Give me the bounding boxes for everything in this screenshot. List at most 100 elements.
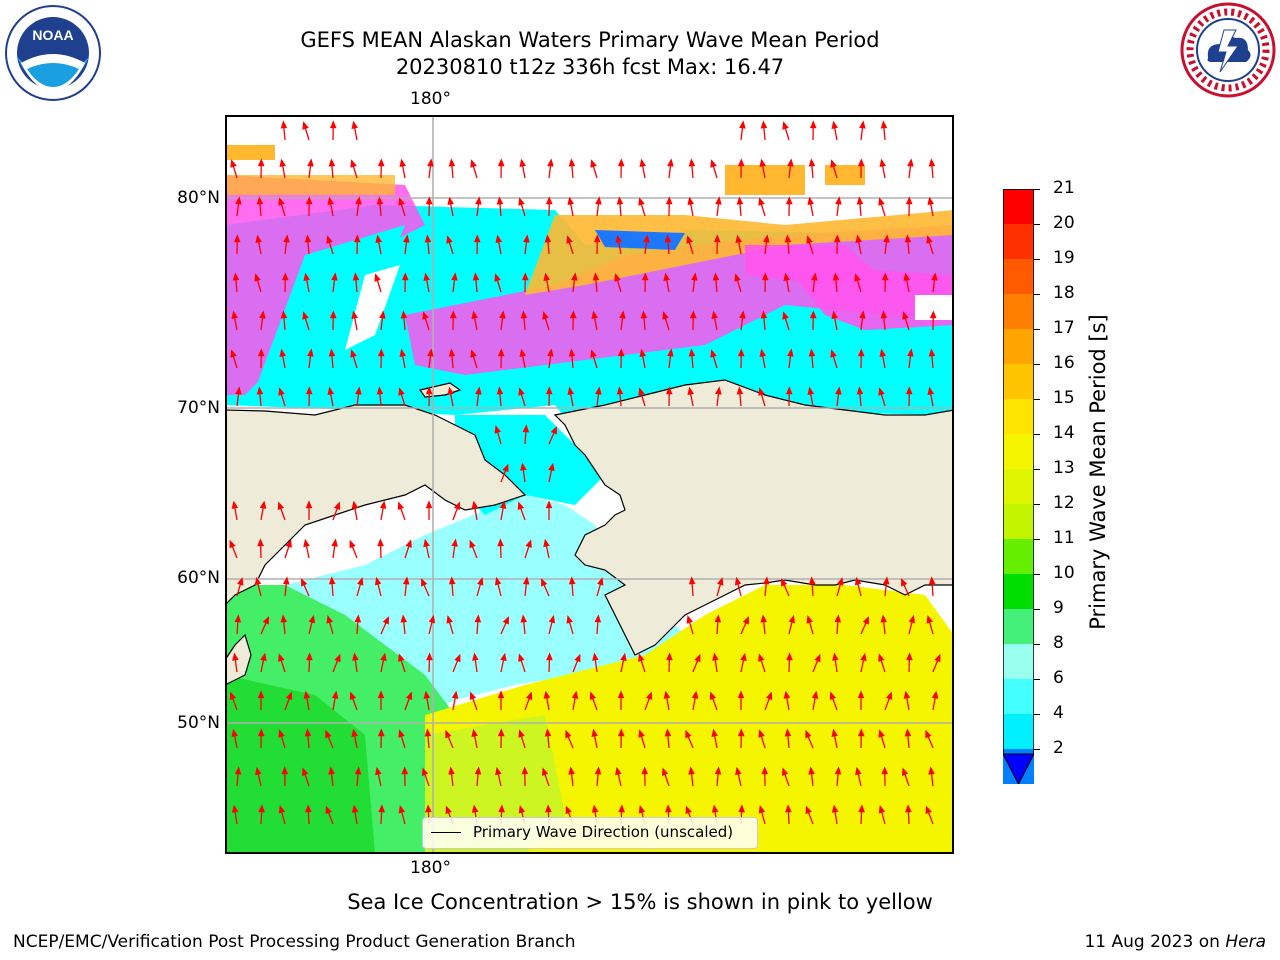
alaska-land [553, 379, 952, 656]
wave-arrow-head [398, 653, 405, 662]
wave-arrow-head [714, 614, 722, 623]
wave-arrow-head [328, 158, 336, 167]
wave-arrow-head [688, 158, 696, 167]
wave-arrow-head [525, 691, 533, 701]
wave-arrow-head [783, 272, 790, 282]
wave-arrow-head [640, 310, 648, 319]
wave-arrow-head [545, 804, 552, 813]
wave-arrow-head [541, 578, 548, 587]
wave-arrow-head [257, 158, 265, 167]
wave-arrow-head [878, 729, 885, 738]
wave-arrow-head [782, 311, 789, 320]
wave-arrow-head [784, 234, 792, 243]
wave-arrow-head [448, 158, 456, 167]
wave-arrow-head [713, 234, 721, 243]
wave-arrow-head [834, 614, 842, 623]
wave-arrow-head [520, 310, 528, 319]
wave-arrow-head [278, 197, 285, 206]
wave-arrow-head [591, 310, 598, 320]
noaa-logo-icon: NOAA [5, 5, 101, 101]
wave-arrow-head [351, 120, 358, 130]
lat-label-50n: 50°N [177, 713, 220, 733]
wave-arrow-head [857, 158, 865, 167]
wave-arrow-head [832, 272, 840, 281]
wave-arrow-head [761, 272, 769, 281]
wave-arrow-head [470, 349, 477, 358]
wave-arrow-head [451, 538, 458, 547]
wave-arrow-head [234, 766, 242, 775]
wave-arrow-head [666, 652, 673, 661]
wave-arrow-head [277, 501, 285, 511]
wave-arrow-head [688, 348, 696, 357]
wave-arrow-head [926, 235, 933, 244]
wave-arrow-head [831, 804, 839, 813]
colorbar-segment [1003, 399, 1034, 434]
wave-arrow-head [614, 273, 621, 282]
wave-arrow-head [376, 196, 384, 205]
wave-arrow-head [425, 500, 433, 509]
wave-arrow-head [424, 234, 432, 243]
wave-arrow-head [734, 576, 742, 586]
wave-arrow-head [349, 539, 356, 549]
wave-arrow-head [329, 120, 337, 129]
wave-arrow-head [568, 348, 576, 357]
lon-label-top: 180° [410, 89, 451, 109]
chart-title-line1: GEFS MEAN Alaskan Waters Primary Wave Me… [300, 28, 880, 52]
wave-arrow-head [808, 766, 815, 775]
wave-arrow-head [878, 197, 885, 206]
wave-arrow-head [590, 159, 597, 168]
wave-arrow-head [715, 196, 722, 205]
wave-arrow-head [934, 653, 941, 663]
wave-arrow-head [325, 805, 332, 815]
lat-label-80n: 80°N [177, 188, 220, 208]
wave-arrow-head [497, 538, 504, 547]
wave-arrow-head [567, 386, 574, 396]
wave-arrow-head [665, 386, 673, 395]
wave-arrow-head [375, 234, 382, 244]
wave-arrow-head [565, 729, 572, 739]
wave-arrow-head [620, 652, 627, 662]
wave-arrow-head [304, 728, 312, 737]
wave-arrow-head [835, 196, 842, 205]
wave-arrow-head [351, 804, 359, 813]
wave-arrow-head [377, 538, 384, 547]
wave-arrow-head [814, 653, 821, 663]
wave-arrow-head [352, 272, 360, 281]
wave-arrow-head [806, 615, 813, 624]
wave-arrow-head [355, 386, 362, 395]
wave-arrow-head [279, 158, 286, 168]
wave-arrow-head [901, 578, 908, 587]
wave-arrow-head [760, 614, 768, 623]
wave-arrow-head [405, 691, 413, 701]
wave-arrow-head [519, 158, 526, 168]
footer-left: NCEP/EMC/Verification Post Processing Pr… [13, 932, 576, 952]
wave-arrow-head [881, 272, 889, 281]
wave-arrow-head [639, 348, 646, 358]
wave-arrow-head [787, 158, 794, 167]
wave-arrow-head [714, 766, 722, 775]
wave-arrow-head [805, 805, 812, 815]
wave-arrow-head [376, 386, 384, 395]
wave-arrow-head [786, 652, 793, 661]
wave-arrow-head [734, 273, 741, 282]
wave-arrow-head [855, 766, 862, 776]
wave-arrow-head [423, 272, 430, 282]
wave-arrow-head [709, 691, 717, 701]
wave-arrow-head [809, 310, 817, 319]
colorbar-segment [1003, 224, 1034, 259]
wave-arrow-head [665, 196, 673, 205]
wave-arrow-head [717, 577, 724, 586]
wave-arrow-head [761, 766, 769, 775]
wave-arrow-head [880, 310, 888, 319]
wave-arrow-head [280, 614, 288, 623]
wave-arrow-head [402, 576, 410, 585]
colorbar-tick: 15 [1053, 388, 1075, 408]
wave-arrow-head [907, 158, 914, 167]
wave-arrow-head [908, 614, 916, 624]
wave-arrow-head [495, 766, 502, 776]
wave-arrow-head [446, 615, 453, 624]
wave-arrow-head [694, 653, 701, 663]
wave-arrow-head [255, 234, 262, 244]
wave-arrow-head [378, 804, 385, 813]
wave-arrow-head [857, 348, 865, 357]
